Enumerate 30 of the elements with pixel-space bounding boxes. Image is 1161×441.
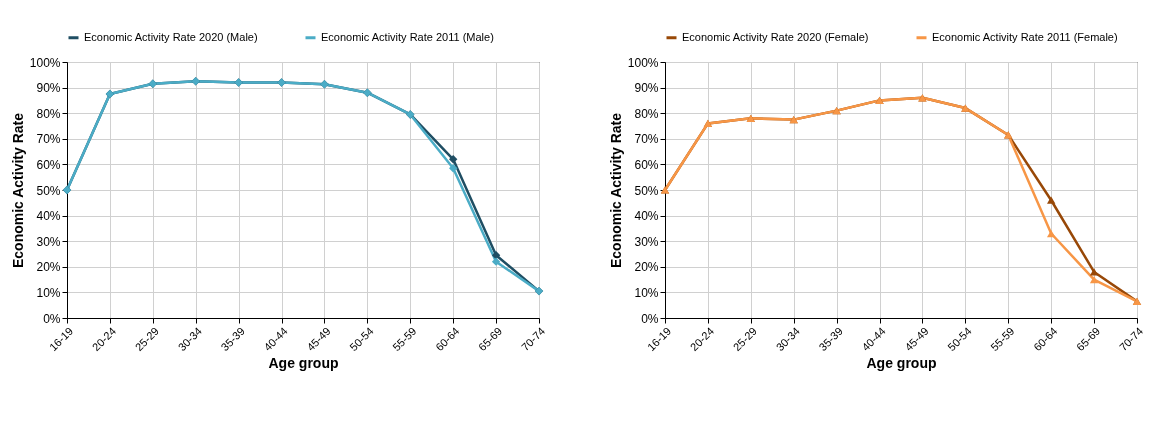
y-tick-label: 100%: [627, 55, 659, 70]
y-tick-label: 70%: [36, 132, 61, 147]
y-tick-label: 20%: [634, 260, 659, 275]
y-tick-label: 40%: [36, 209, 61, 224]
y-tick-label: 80%: [634, 106, 659, 121]
y-tick-label: 10%: [634, 285, 659, 300]
y-tick-label: 60%: [36, 157, 61, 172]
y-tick-label: 100%: [29, 55, 61, 70]
y-tick-label: 50%: [36, 183, 61, 198]
legend-label: Economic Activity Rate 2020 (Male): [84, 30, 258, 43]
x-axis-title: Age group: [268, 355, 339, 372]
y-axis-title: Economic Activity Rate: [9, 112, 26, 269]
y-axis-title: Economic Activity Rate: [607, 112, 624, 269]
y-tick-label: 30%: [634, 234, 659, 249]
legend-label: Economic Activity Rate 2020 (Female): [682, 30, 869, 43]
legend-label: Economic Activity Rate 2011 (Male): [321, 30, 494, 43]
y-tick-label: 0%: [43, 311, 61, 326]
y-tick-label: 30%: [36, 234, 61, 249]
x-axis-title: Age group: [866, 355, 937, 372]
y-tick-label: 20%: [36, 260, 61, 275]
y-tick-label: 60%: [634, 157, 659, 172]
y-tick-label: 10%: [36, 285, 61, 300]
y-tick-label: 70%: [634, 132, 659, 147]
y-tick-label: 90%: [634, 81, 659, 96]
y-tick-label: 50%: [634, 183, 659, 198]
y-tick-label: 0%: [641, 311, 659, 326]
y-tick-label: 80%: [36, 106, 61, 121]
y-tick-label: 40%: [634, 209, 659, 224]
legend-label: Economic Activity Rate 2011 (Female): [932, 30, 1118, 43]
y-tick-label: 90%: [36, 81, 61, 96]
